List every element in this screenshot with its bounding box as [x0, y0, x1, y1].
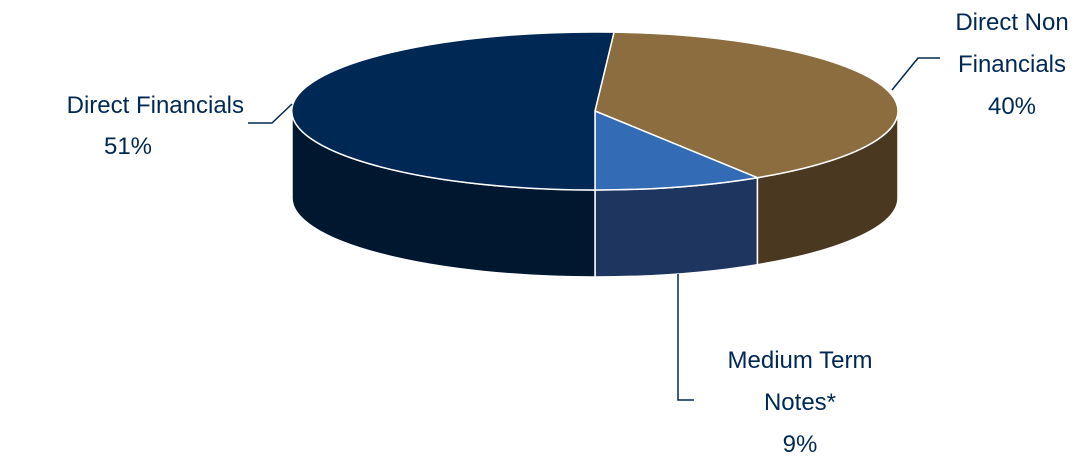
value-direct-non-financials: 40% — [988, 93, 1036, 120]
label-medium-term-notes-line1: Medium Term — [728, 347, 873, 374]
leader-medium-term-notes — [677, 274, 694, 401]
leader-lines — [248, 57, 940, 401]
value-medium-term-notes: 9% — [783, 431, 818, 456]
value-direct-financials: 51% — [104, 133, 152, 160]
label-direct-financials: Direct Financials — [67, 92, 244, 119]
label-direct-non-financials-line2: Financials — [958, 51, 1066, 78]
label-medium-term-notes-line2: Notes* — [764, 389, 836, 416]
leader-direct-financials — [248, 103, 293, 124]
pie-tops — [291, 31, 899, 191]
pie-slice-direct-financials — [291, 31, 615, 191]
label-direct-non-financials-line1: Direct Non — [955, 9, 1068, 36]
leader-direct-non-financials — [891, 57, 940, 91]
pie-slice-medium-term-notes — [594, 109, 761, 191]
pie-side-medium-term-notes — [594, 176, 759, 278]
pie-sides — [291, 110, 899, 278]
